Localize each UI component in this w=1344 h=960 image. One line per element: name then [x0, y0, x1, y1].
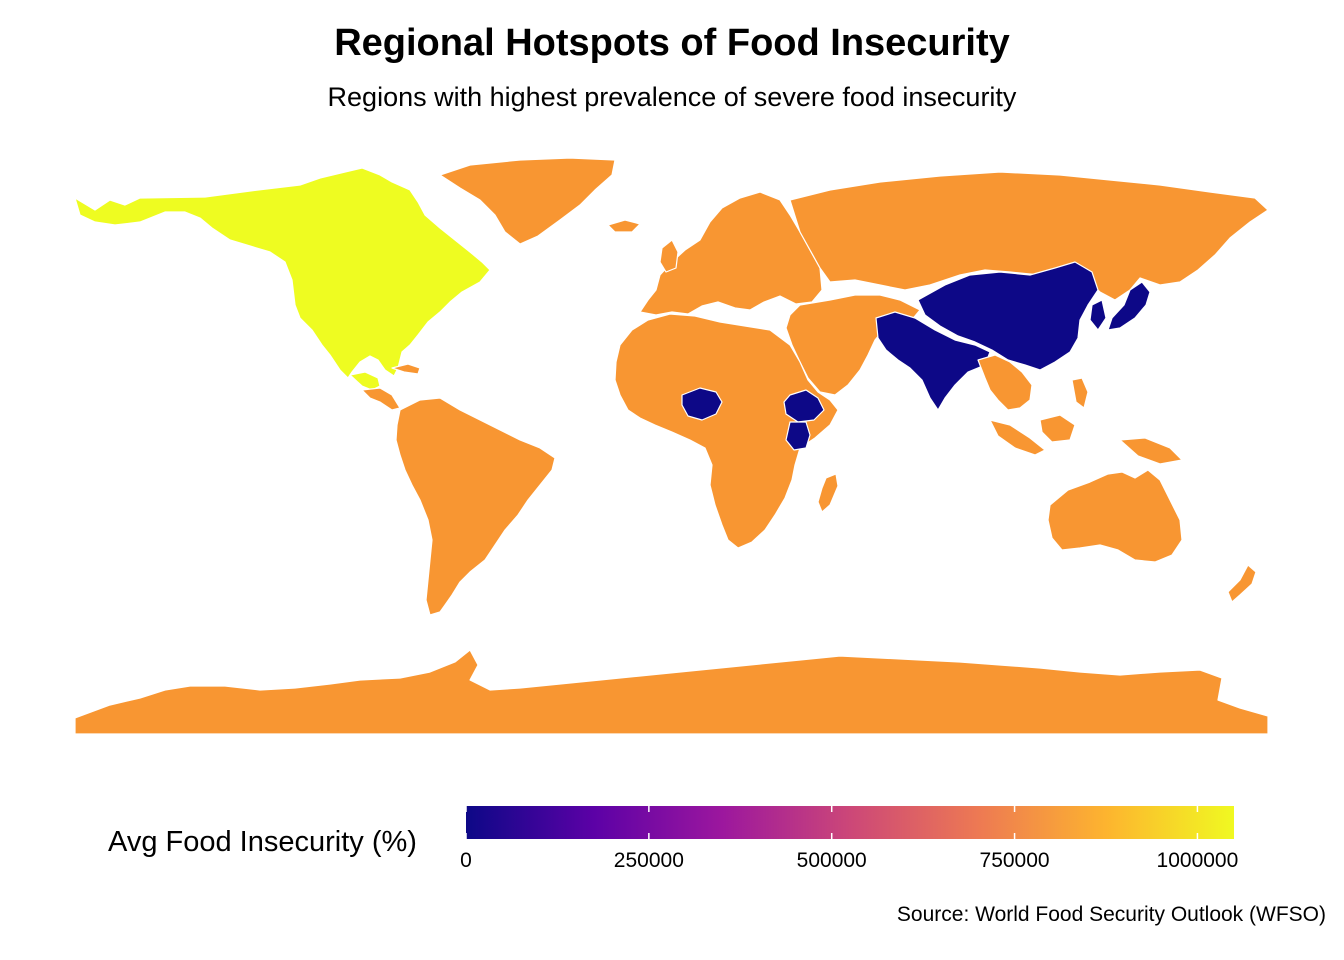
region-china[interactable] — [917, 261, 1099, 371]
region-greenland[interactable] — [439, 157, 616, 245]
region-kenya[interactable] — [785, 421, 811, 451]
region-central-america-south[interactable] — [361, 387, 401, 411]
region-new-guinea[interactable] — [1119, 437, 1183, 465]
region-madagascar[interactable] — [817, 473, 839, 513]
region-southeast-asia[interactable] — [977, 354, 1033, 411]
region-australia[interactable] — [1047, 469, 1183, 563]
region-antarctica[interactable] — [74, 649, 1269, 735]
legend-title: Avg Food Insecurity (%) — [108, 826, 417, 858]
chart-subtitle: Regions with highest prevalence of sever… — [327, 82, 1017, 112]
region-nigeria[interactable] — [681, 387, 723, 421]
region-indonesia-2[interactable] — [1039, 414, 1076, 443]
region-north-america[interactable] — [74, 167, 491, 379]
chart-title: Regional Hotspots of Food Insecurity — [334, 22, 1010, 64]
region-korea[interactable] — [1089, 299, 1107, 331]
legend-colorbar — [466, 806, 1234, 839]
region-iceland[interactable] — [607, 219, 641, 233]
region-africa[interactable] — [614, 313, 839, 549]
region-south-asia[interactable] — [875, 311, 991, 411]
legend-tick-label: 750000 — [979, 849, 1050, 872]
region-indonesia-1[interactable] — [989, 419, 1046, 456]
legend-tick-label: 0 — [460, 849, 472, 872]
region-new-zealand[interactable] — [1227, 564, 1257, 603]
region-uk[interactable] — [659, 239, 679, 273]
region-japan[interactable] — [1107, 281, 1151, 331]
legend-tick-label: 500000 — [796, 849, 867, 872]
legend-tick-label: 1000000 — [1156, 849, 1239, 872]
region-south-america[interactable] — [395, 397, 556, 616]
region-central-america[interactable] — [349, 371, 381, 391]
region-ethiopia[interactable] — [783, 389, 825, 423]
legend-tick-label: 250000 — [613, 849, 684, 872]
chart-caption: Source: World Food Security Outlook (WFS… — [896, 903, 1326, 926]
region-philippines[interactable] — [1071, 377, 1089, 409]
region-caribbean[interactable] — [391, 363, 421, 375]
